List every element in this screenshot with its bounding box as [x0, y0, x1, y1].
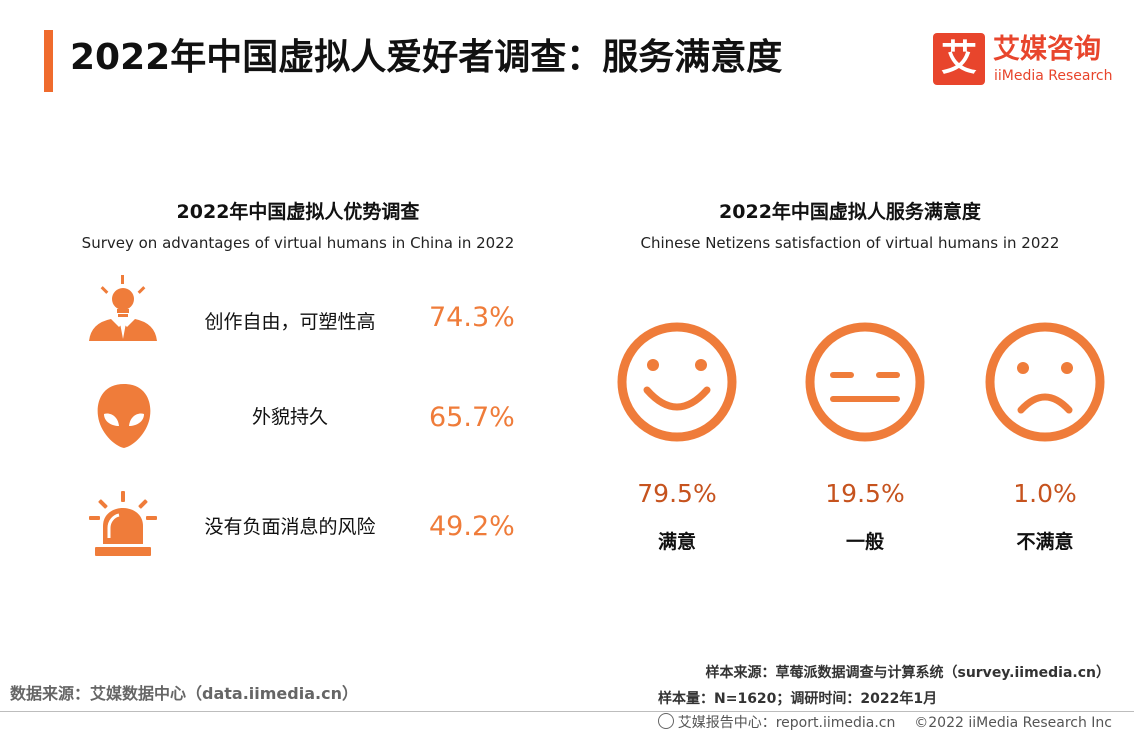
advantage-value-1: 74.3%	[429, 302, 515, 333]
satisfied-label: 满意	[657, 531, 696, 553]
advantage-value-2: 65.7%	[429, 402, 515, 433]
logo-name-cn: 艾媒咨询	[993, 34, 1101, 65]
neutral-value: 19.5%	[825, 479, 905, 508]
frowning-face-icon	[985, 322, 1105, 442]
data-source: 数据来源：艾媒数据中心（data.iimedia.cn）	[10, 684, 358, 703]
brand-logo: 艾 艾媒咨询 iiMedia Research	[933, 33, 1113, 89]
logo-name-en: iiMedia Research	[994, 68, 1113, 84]
advantage-label-2: 外貌持久	[251, 406, 328, 428]
neutral-label: 一般	[845, 531, 884, 553]
footer-divider	[0, 711, 1134, 712]
advantage-label-3: 没有负面消息的风险	[204, 516, 376, 538]
title-accent-bar	[44, 30, 53, 92]
right-panel-title: 2022年中国虚拟人服务满意度	[719, 201, 981, 223]
alien-head-icon	[97, 384, 151, 448]
advantage-label-1: 创作自由，可塑性高	[204, 311, 376, 333]
footer-report-line: 艾媒报告中心：report.iimedia.cn ©2022 iiMedia R…	[657, 713, 1112, 733]
neutral-face-icon	[805, 322, 925, 442]
left-panel-title: 2022年中国虚拟人优势调查	[176, 201, 420, 223]
lightbulb-person-icon	[89, 275, 157, 341]
dissatisfied-label: 不满意	[1016, 531, 1074, 553]
logo-mark: 艾	[933, 33, 985, 85]
page-title: 2022年中国虚拟人爱好者调查：服务满意度	[70, 37, 783, 78]
right-panel-subtitle: Chinese Netizens satisfaction of virtual…	[640, 234, 1060, 252]
alarm-light-icon	[89, 491, 157, 556]
smiling-face-icon	[617, 322, 737, 442]
advantage-value-3: 49.2%	[429, 511, 515, 542]
sample-size: 样本量：N=1620；调研时间：2022年1月	[658, 691, 938, 707]
globe-icon	[657, 713, 674, 729]
dissatisfied-value: 1.0%	[1013, 479, 1077, 508]
sample-source: 样本来源：草莓派数据调查与计算系统（survey.iimedia.cn）	[705, 665, 1110, 681]
left-panel-subtitle: Survey on advantages of virtual humans i…	[81, 234, 515, 252]
satisfied-value: 79.5%	[637, 479, 717, 508]
report-center-link[interactable]: 艾媒报告中心：report.iimedia.cn	[677, 715, 896, 731]
copyright: ©2022 iiMedia Research Inc	[914, 715, 1112, 731]
